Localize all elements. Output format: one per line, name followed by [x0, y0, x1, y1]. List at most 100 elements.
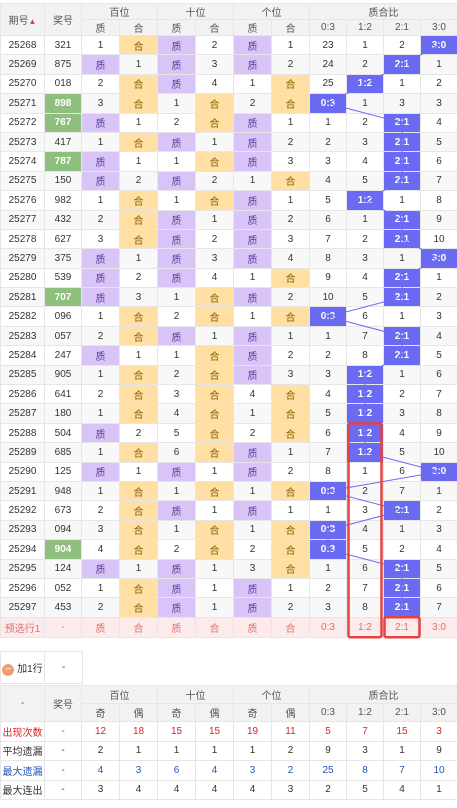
add-row-prize: -	[44, 651, 83, 684]
predict-cell[interactable]: 合	[271, 616, 310, 638]
stats-units-header: 个位	[233, 685, 310, 704]
predict-cell[interactable]: 质	[233, 616, 272, 638]
predict-row[interactable]: 预选行1- 质合质合质合 0:3 1:2 2:1 3:0	[0, 616, 457, 638]
ratio-cell: 1	[383, 519, 421, 541]
ratio-cell: 1	[420, 480, 457, 502]
hundreds-zhi-cell: 质	[81, 151, 120, 172]
prize-cell: 018	[44, 73, 82, 95]
ratio-cell: 3	[309, 597, 347, 618]
ratio-cell: 10	[309, 287, 347, 308]
ratio-cell: 8	[420, 190, 457, 211]
stats-value: 9	[309, 740, 347, 761]
add-row-table: − 加1行 -	[0, 651, 83, 684]
ratio-cell: 2:1	[383, 577, 421, 599]
table-row: 25275 150 质 2 质 2 1 合 4 5 2:1 7	[0, 170, 457, 192]
stats-row: 最大遗漏 -4 3 6 4 3 2 25 8 7 10	[0, 760, 457, 781]
units-he-cell: 1	[271, 34, 310, 56]
sub-header: 合	[271, 19, 310, 36]
units-he-cell: 3	[271, 364, 310, 386]
predict-cell[interactable]: 质	[81, 616, 120, 638]
stats-value: 4	[119, 779, 158, 800]
prize-cell: 982	[44, 190, 82, 211]
period-cell: 25294	[0, 539, 45, 560]
prize-cell: 673	[44, 500, 82, 521]
predict-cell[interactable]: 合	[119, 616, 158, 638]
period-header[interactable]: 期号▲	[0, 3, 45, 36]
prize-cell: 125	[44, 461, 82, 482]
units-he-cell: 合	[271, 539, 310, 560]
table-row: 25284 247 质 1 1 合质 2 2 8 2:1 5	[0, 345, 457, 366]
ratio-cell: 0:3	[309, 93, 347, 114]
ratio-cell: 3	[420, 93, 457, 114]
tens-he-cell: 合	[195, 364, 234, 386]
prize-header: 奖号	[44, 3, 82, 36]
ratio-cell: 2	[309, 345, 347, 366]
ratio-cell: 8	[309, 461, 347, 482]
stats-value: 1	[195, 740, 234, 761]
hundreds-he-cell: 合	[119, 480, 158, 502]
units-header: 个位	[233, 3, 310, 20]
predict-cell[interactable]: 质	[157, 616, 196, 638]
units-he-cell: 2	[271, 54, 310, 75]
predict-ratio[interactable]: 3:0	[420, 616, 457, 638]
stats-value: 25	[309, 760, 347, 781]
hundreds-zhi-cell: 质	[81, 461, 120, 482]
stats-value: 3	[271, 779, 310, 800]
predict-prize[interactable]: -	[44, 616, 82, 638]
table-row: 25279 375 质 1 质 3 质 4 8 3 1 3:0	[0, 248, 457, 269]
prize-cell: 905	[44, 364, 82, 386]
stats-sub-header: 奇	[157, 703, 196, 722]
tens-he-cell: 4	[195, 73, 234, 95]
stats-table: - 奖号 百位 十位 个位 质合比 奇 偶 奇 偶 奇 偶 0:3 1:2 2:…	[0, 685, 457, 800]
prize-cell: 707	[44, 287, 82, 308]
ratio-cell: 1	[383, 73, 421, 95]
period-cell: 25274	[0, 151, 45, 172]
units-he-cell: 1	[271, 325, 310, 347]
sub-header: 合	[119, 19, 158, 36]
tens-zhi-cell: 质	[157, 248, 196, 269]
tens-he-cell: 1	[195, 131, 234, 153]
units-zhi-cell: 质	[233, 112, 272, 133]
tens-he-cell: 3	[195, 248, 234, 269]
hundreds-zhi-cell: 3	[81, 519, 120, 541]
ratio-cell: 4	[346, 267, 384, 289]
stats-value: 15	[195, 721, 234, 742]
units-he-cell: 2	[271, 461, 310, 482]
stats-value: 3	[233, 760, 272, 781]
predict-cell[interactable]: 合	[195, 616, 234, 638]
tens-zhi-cell: 1	[157, 345, 196, 366]
table-row: 25281 707 质 3 1 合质 2 10 5 2:1 2	[0, 287, 457, 308]
units-he-cell: 1	[271, 190, 310, 211]
sub-header: 合	[195, 19, 234, 36]
period-cell: 25278	[0, 228, 45, 250]
add-row-button[interactable]: − 加1行	[0, 651, 45, 684]
hundreds-he-cell: 合	[119, 519, 158, 541]
period-header-label: 期号	[8, 16, 29, 27]
units-zhi-cell: 质	[233, 597, 272, 618]
stats-row: 出现次数 -12 18 15 15 19 11 5 7 15 3	[0, 721, 457, 742]
tens-zhi-cell: 质	[157, 34, 196, 56]
ratio-cell: 4	[420, 539, 457, 560]
units-zhi-cell: 质	[233, 461, 272, 482]
prize-cell: 052	[44, 577, 82, 599]
period-cell: 25295	[0, 558, 45, 579]
units-zhi-cell: 质	[233, 209, 272, 230]
ratio-cell: 7	[346, 577, 384, 599]
predict-ratio[interactable]: 2:1	[383, 616, 421, 638]
tens-header: 十位	[157, 3, 234, 20]
tens-he-cell: 合	[195, 422, 234, 444]
trend-table: 期号▲ 奖号 百位 十位 个位 质合比 质 合 质 合 质 合 0:3 1:2 …	[0, 3, 457, 638]
units-he-cell: 2	[271, 131, 310, 153]
prize-cell: 904	[44, 539, 82, 560]
ratio-cell: 5	[346, 539, 384, 560]
period-cell: 25269	[0, 54, 45, 75]
period-cell: 25286	[0, 384, 45, 405]
tens-he-cell: 2	[195, 228, 234, 250]
predict-ratio[interactable]: 0:3	[309, 616, 347, 638]
predict-ratio[interactable]: 1:2	[346, 616, 384, 638]
tens-zhi-cell: 1	[157, 287, 196, 308]
stats-value: 19	[233, 721, 272, 742]
ratio-cell: 1	[309, 558, 347, 579]
predict-label[interactable]: 预选行1	[0, 616, 45, 638]
ratio-cell: 3	[383, 403, 421, 424]
